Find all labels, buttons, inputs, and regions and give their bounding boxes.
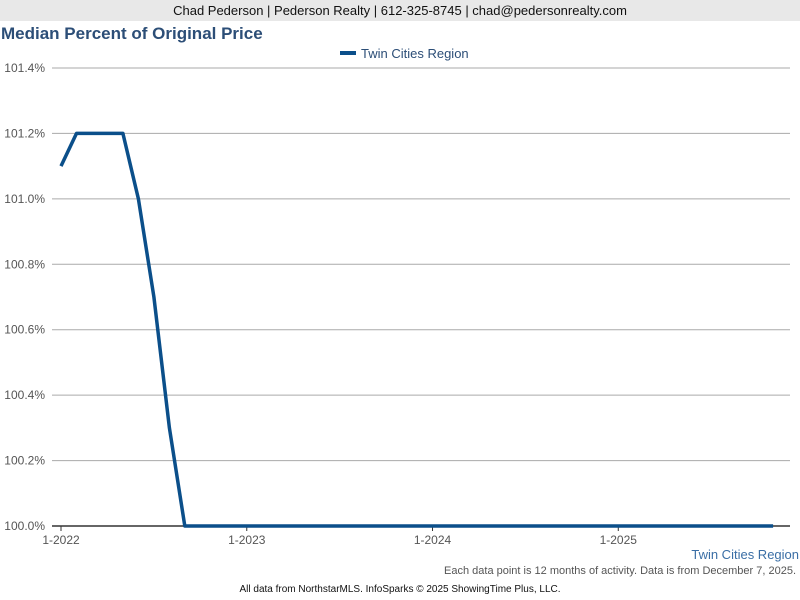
y-tick-label: 101.2%	[4, 126, 45, 140]
x-tick-label: 1-2025	[600, 533, 638, 547]
legend[interactable]: Twin Cities Region	[340, 46, 469, 61]
y-tick-label: 100.8%	[4, 257, 45, 271]
series-layer	[59, 131, 774, 528]
y-tick-label: 101.4%	[4, 61, 45, 75]
y-tick-label: 100.4%	[4, 388, 45, 402]
y-tick-label: 100.6%	[4, 323, 45, 337]
y-tick-label: 100.2%	[4, 454, 45, 468]
legend-label[interactable]: Twin Cities Region	[361, 46, 469, 61]
footer-credit: All data from NorthstarMLS. InfoSparks ©…	[239, 584, 561, 595]
data-note: Each data point is 12 months of activity…	[444, 565, 796, 577]
chart-title: Median Percent of Original Price	[1, 24, 263, 43]
x-axis-ticks: 1-2022 1-2023 1-2024 1-2025	[42, 526, 637, 547]
x-tick-label: 1-2024	[414, 533, 452, 547]
series-line[interactable]	[59, 131, 774, 528]
x-tick-label: 1-2023	[228, 533, 266, 547]
y-tick-label: 101.0%	[4, 192, 45, 206]
x-tick-label: 1-2022	[42, 533, 80, 547]
y-axis-ticks: 100.0% 100.2% 100.4% 100.6% 100.8% 101.0% 101.…	[4, 61, 45, 533]
region-label[interactable]: Twin Cities Region	[691, 547, 799, 562]
contact-header: Chad Pederson | Pederson Realty | 612-32…	[0, 0, 800, 21]
grid-lines	[52, 67, 790, 527]
y-tick-label: 100.0%	[4, 519, 45, 533]
